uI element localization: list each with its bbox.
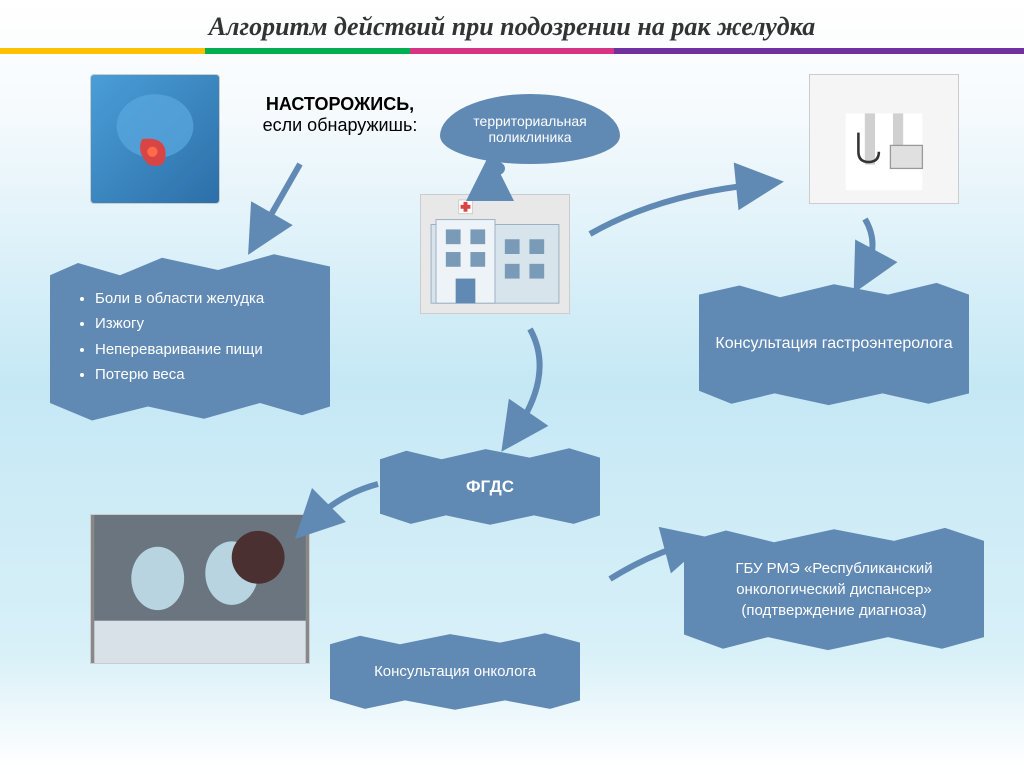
arrow	[600, 534, 700, 599]
alert-normal: если обнаружишь:	[240, 115, 440, 136]
list-item: Непереваривание пищи	[95, 337, 264, 363]
arrow	[845, 214, 905, 289]
doctor-image	[809, 74, 959, 204]
arrow	[470, 169, 510, 214]
arrow	[580, 174, 780, 259]
oncologist-label: Консультация онколога	[374, 663, 536, 680]
symptoms-list: Боли в области желудка Изжогу Неперевари…	[65, 286, 264, 388]
list-item: Потерю веса	[95, 362, 264, 388]
alert-text: НАСТОРОЖИСЬ, если обнаружишь:	[240, 94, 440, 136]
fgds-banner: ФГДС	[380, 444, 600, 529]
symptoms-banner: Боли в области желудка Изжогу Неперевари…	[50, 249, 330, 424]
cloud-clinic: территориальная поликлиника	[440, 94, 620, 164]
gastro-label: Консультация гастроэнтеролога	[715, 335, 952, 353]
fgds-label: ФГДС	[466, 477, 514, 497]
surgery-image	[90, 514, 310, 664]
oncologist-banner: Консультация онколога	[330, 629, 580, 714]
arrow	[500, 324, 580, 449]
flowchart-canvas: НАСТОРОЖИСЬ, если обнаружишь: территориа…	[0, 54, 1024, 774]
dispensary-label: ГБУ РМЭ «Республиканский онкологический …	[699, 558, 969, 621]
alert-bold: НАСТОРОЖИСЬ,	[240, 94, 440, 115]
list-item: Изжогу	[95, 311, 264, 337]
cloud-label: территориальная поликлиника	[448, 113, 612, 145]
list-item: Боли в области желудка	[95, 286, 264, 312]
dispensary-banner: ГБУ РМЭ «Республиканский онкологический …	[684, 524, 984, 654]
arrow	[300, 474, 390, 539]
stomach-image	[90, 74, 220, 204]
arrow	[250, 159, 320, 254]
gastro-banner: Консультация гастроэнтеролога	[699, 279, 969, 409]
page-title: Алгоритм действий при подозрении на рак …	[0, 0, 1024, 48]
